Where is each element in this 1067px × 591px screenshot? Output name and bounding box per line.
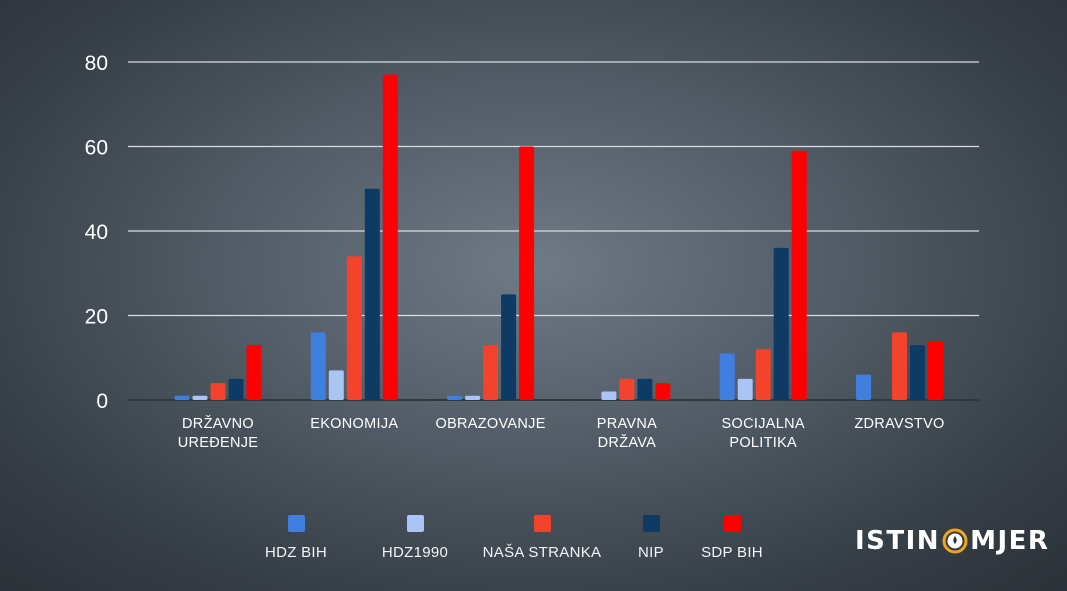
y-tick-label: 80 [85,52,108,75]
legend-swatch [642,515,660,532]
bar [228,378,244,400]
legend-swatch [406,515,424,532]
x-tick-label-line: PRAVNA [597,416,657,432]
x-tick-label-line: DRŽAVNO [182,415,254,432]
legend-item: NIP [591,515,711,561]
bar [346,256,362,400]
bar [246,345,262,400]
x-tick-label-line: ZDRAVSTVO [854,416,944,432]
x-tick-label-line: POLITIKA [729,435,797,451]
bar [210,383,226,400]
bar [364,188,380,400]
legend-swatch [723,515,741,532]
legend-swatch [533,515,551,532]
y-tick-label: 0 [96,390,108,413]
logo-text-end: MJER [970,526,1050,556]
legend-swatch [287,515,305,532]
bar [737,378,753,400]
x-tick-label: PRAVNA DRŽAVA [597,416,657,451]
legend-label: NAŠA STRANKA [482,544,602,561]
x-tick-label: EKONOMIJA [310,416,398,432]
bar [447,395,463,400]
bar [519,146,535,400]
logo-o-icon [942,528,968,554]
bar [637,378,653,400]
bar [856,374,871,400]
x-tick-label: ZDRAVSTVO [854,416,944,432]
legend-item: HDZ1990 [355,515,475,561]
bar [310,332,326,400]
legend-item: NAŠA STRANKA [482,515,602,561]
y-tick-label: 40 [85,221,108,244]
y-tick-label: 20 [85,306,108,329]
bar [791,150,807,400]
legend-item: HDZ BIH [236,515,356,561]
bar [328,370,344,400]
logo-text-start: ISTIN [855,526,941,556]
bar [192,395,208,400]
legend-item: SDP BIH [672,515,792,561]
legend-label: HDZ1990 [381,544,449,561]
x-tick-label: SOCIJALNA POLITIKA [722,416,805,451]
x-tick-label-line: DRŽAVA [598,434,656,451]
bar [910,345,925,400]
bar [719,353,735,400]
x-tick-label-line: OBRAZOVANJE [435,416,545,432]
bar [928,340,943,400]
x-tick-label: DRŽAVNO UREĐENJE [178,415,259,451]
x-tick-label-line: UREĐENJE [178,435,259,451]
x-tick-label: OBRAZOVANJE [435,416,545,432]
legend-label: NIP [638,544,664,561]
legend-label: HDZ BIH [264,544,328,561]
bar [501,294,517,400]
istinomjer-logo: ISTIN MJER [855,526,1049,556]
y-tick-label: 60 [85,137,108,160]
bar [655,383,671,400]
legend-label: SDP BIH [701,544,763,561]
bar [773,247,789,400]
bar [892,332,907,400]
bar [755,349,771,400]
bar [382,74,398,401]
bar [601,391,617,400]
x-tick-label-line: EKONOMIJA [310,416,398,432]
bar [465,395,481,400]
bar [619,378,635,400]
bar [483,345,499,400]
x-tick-label-line: SOCIJALNA [722,416,805,432]
bar [174,395,190,400]
